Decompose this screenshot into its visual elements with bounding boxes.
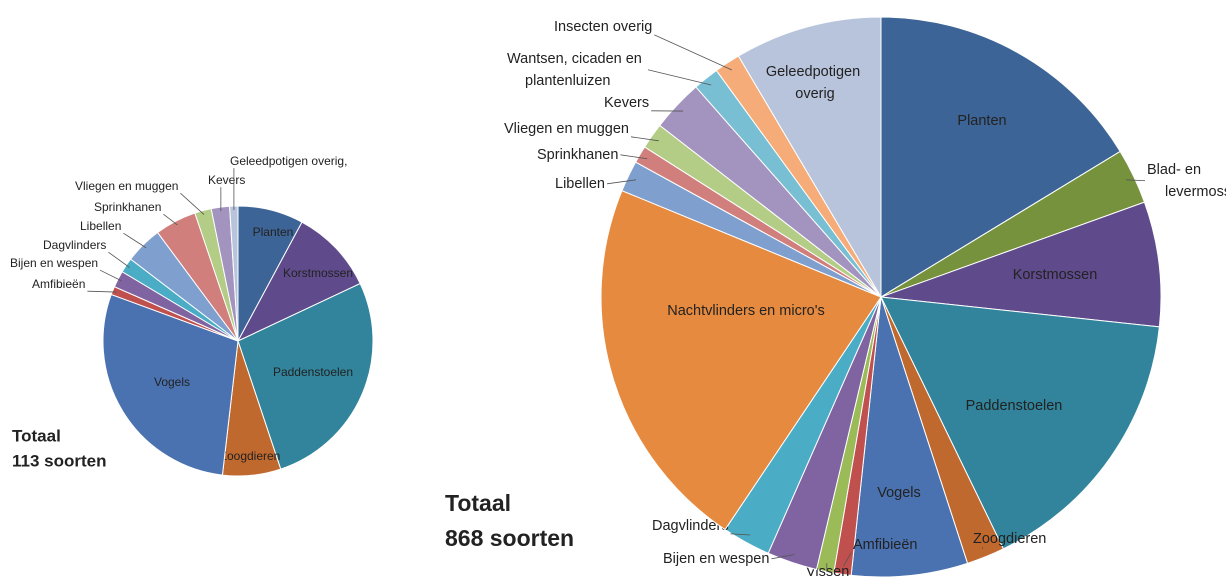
pie-slice	[737, 16, 882, 299]
slice-label: Korstmossen	[283, 266, 353, 280]
slice-label: Zoogdieren	[220, 449, 281, 463]
pie-slice	[880, 201, 1162, 328]
leader-line	[647, 69, 712, 86]
label-line: levermossen	[1165, 184, 1226, 200]
slice-label: Zoogdieren	[973, 531, 1046, 547]
pie-slice	[237, 282, 374, 470]
slice-label: Geleedpotigen overig,	[230, 154, 347, 168]
leader-line	[123, 232, 147, 249]
slice-label: Wantsen, cicaden en plantenluizen	[507, 51, 646, 89]
pie-slice	[850, 296, 969, 578]
slice-label: Planten	[957, 113, 1006, 129]
leader-line	[730, 533, 751, 536]
pie-slice	[880, 16, 1121, 298]
slice-label: Kevers	[208, 173, 245, 187]
slice-label: Planten	[253, 225, 294, 239]
leader-line	[620, 154, 648, 160]
label-line: Geleedpotigen	[766, 64, 864, 80]
slice-label: Amfibieën	[853, 537, 917, 553]
pie-slice	[880, 296, 1160, 550]
slice-label: Amfibieën	[32, 277, 85, 291]
leader-line	[163, 213, 178, 226]
slice-label: Vliegen en muggen	[504, 121, 629, 137]
leader-line	[630, 136, 659, 142]
leader-line	[87, 290, 117, 293]
pie-slice	[236, 221, 361, 343]
total-count: 868 soorten	[445, 525, 574, 551]
slice-label: Libellen	[555, 176, 605, 192]
label-line: Wantsen, cicaden en	[507, 51, 646, 67]
slice-label: Bijen en wespen	[663, 551, 769, 567]
slice-label: Paddenstoelen	[273, 365, 353, 379]
slice-label: Paddenstoelen	[966, 398, 1063, 414]
pie-slice	[600, 190, 882, 531]
slice-label: Dagvlinders	[652, 518, 729, 534]
leader-line	[843, 552, 852, 567]
leader-line	[99, 269, 122, 282]
leader-line	[654, 34, 733, 71]
leader-line	[606, 179, 637, 185]
slice-label: Vogels	[877, 485, 921, 501]
label-line: plantenluizen	[525, 73, 610, 89]
slice-label: Libellen	[80, 219, 121, 233]
leader-line	[1126, 179, 1146, 182]
slice-label: Geleedpotigen overig	[766, 64, 864, 102]
leader-line	[771, 554, 795, 560]
total-count: 113 soorten	[12, 451, 107, 470]
total-label: Totaal	[445, 490, 511, 516]
slice-label: Sprinkhanen	[94, 200, 161, 214]
slice-label: Insecten overig	[554, 19, 652, 35]
slice-label: Kevers	[604, 95, 649, 111]
slice-label: Vliegen en muggen	[75, 179, 178, 193]
slice-label: Sprinkhanen	[537, 147, 618, 163]
leader-line	[108, 251, 130, 268]
leader-line	[180, 192, 205, 215]
slice-label: Blad- en levermossen	[1147, 162, 1226, 200]
slice-label: Nachtvlinders en micro's	[667, 303, 825, 319]
slice-label: Vogels	[154, 375, 190, 389]
label-line: Blad- en	[1147, 162, 1205, 178]
total-label: Totaal	[12, 426, 61, 445]
label-line: overig	[795, 86, 835, 102]
pie-slice	[102, 293, 239, 476]
slice-label: Dagvlinders	[43, 238, 106, 252]
slice-label: Bijen en wespen	[10, 256, 98, 270]
slice-label: Korstmossen	[1013, 267, 1098, 283]
